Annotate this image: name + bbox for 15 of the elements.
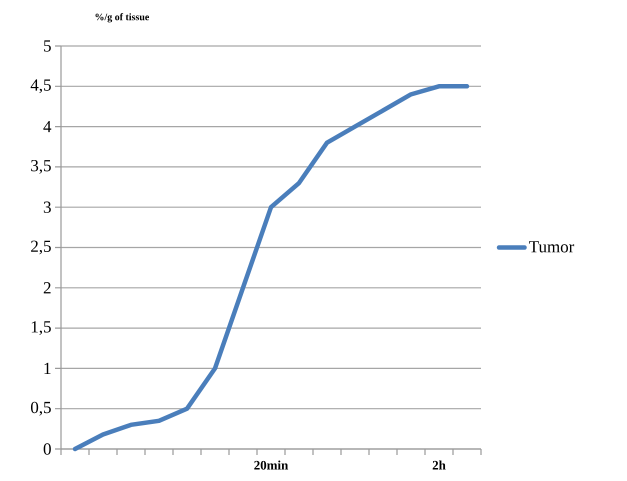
- y-tick-label: 5: [44, 40, 51, 52]
- y-tick-label: 4,5: [30, 79, 51, 94]
- y-tick-label: 3: [44, 202, 51, 213]
- y-tick-label: 2,5: [31, 240, 51, 254]
- legend-label: Tumor: [529, 241, 574, 252]
- y-tick-label: 4: [43, 121, 52, 132]
- y-tick-label: 1: [44, 362, 50, 374]
- x-tick-label: 2h: [432, 460, 446, 470]
- y-tick-label: 2: [44, 282, 51, 294]
- y-tick-label: 1,5: [32, 321, 51, 335]
- y-axis-title: %/g of tissue: [96, 13, 150, 22]
- y-tick-label: 0,5: [30, 402, 51, 416]
- y-tick-label: 3,5: [31, 160, 51, 174]
- x-tick-label: 20min: [254, 460, 288, 470]
- y-tick-label: 0: [44, 443, 51, 455]
